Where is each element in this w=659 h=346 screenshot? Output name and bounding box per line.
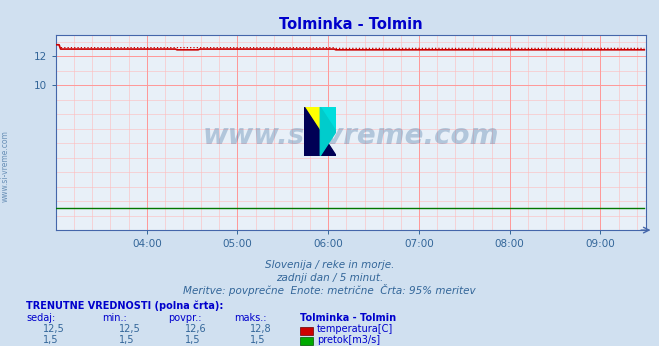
Text: www.si-vreme.com: www.si-vreme.com [203,122,499,150]
Polygon shape [304,107,336,156]
Text: Slovenija / reke in morje.: Slovenija / reke in morje. [265,260,394,270]
Text: zadnji dan / 5 minut.: zadnji dan / 5 minut. [276,273,383,283]
Text: 12,8: 12,8 [250,324,272,334]
Polygon shape [320,107,336,156]
Text: sedaj:: sedaj: [26,313,55,323]
Text: 1,5: 1,5 [250,335,266,345]
Text: www.si-vreme.com: www.si-vreme.com [1,130,10,202]
Polygon shape [304,107,336,156]
Polygon shape [320,107,336,131]
Text: temperatura[C]: temperatura[C] [317,324,393,334]
Text: maks.:: maks.: [234,313,266,323]
Text: 1,5: 1,5 [43,335,59,345]
Text: Tolminka - Tolmin: Tolminka - Tolmin [300,313,396,323]
Title: Tolminka - Tolmin: Tolminka - Tolmin [279,17,422,32]
Text: pretok[m3/s]: pretok[m3/s] [317,335,380,345]
Text: min.:: min.: [102,313,127,323]
Text: TRENUTNE VREDNOSTI (polna črta):: TRENUTNE VREDNOSTI (polna črta): [26,300,224,311]
Text: 12,5: 12,5 [43,324,65,334]
Text: povpr.:: povpr.: [168,313,202,323]
Text: 1,5: 1,5 [185,335,200,345]
Text: Meritve: povprečne  Enote: metrične  Črta: 95% meritev: Meritve: povprečne Enote: metrične Črta:… [183,284,476,296]
Text: 12,5: 12,5 [119,324,140,334]
Text: 1,5: 1,5 [119,335,134,345]
Text: 12,6: 12,6 [185,324,206,334]
